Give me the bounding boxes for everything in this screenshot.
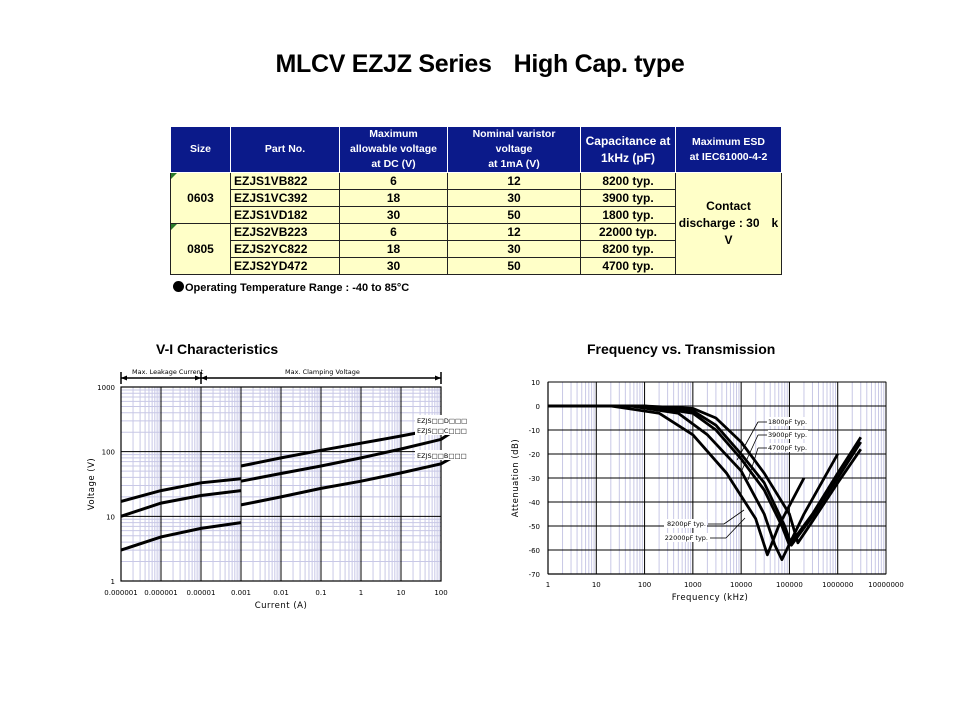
svg-text:1000: 1000 <box>684 581 702 589</box>
header-max-voltage: Maximum allowable voltage at DC (V) <box>339 126 448 173</box>
header-part-no: Part No. <box>230 126 340 173</box>
cap-cell: 1800 typ. <box>580 206 676 224</box>
svg-text:10000000: 10000000 <box>868 581 904 589</box>
svg-text:-10: -10 <box>529 427 540 435</box>
svg-text:1: 1 <box>111 578 115 586</box>
part-no-cell: EZJS1VC392 <box>230 189 340 207</box>
svg-text:1800pF typ.: 1800pF typ. <box>768 418 807 426</box>
vi-plot: 0.000001 0.000001 0.00001 0.001 0.01 0.1 1 10 10… <box>87 368 483 611</box>
svg-text:EZJS□□C□□□: EZJS□□C□□□ <box>417 427 467 435</box>
svg-text:Attenuation (dB): Attenuation (dB) <box>511 439 521 517</box>
freq-plot: 1 10 100 1000 10000 100000 1000000 10000000100-… <box>511 379 904 603</box>
svg-text:Voltage (V): Voltage (V) <box>87 458 97 511</box>
table-row: 0805 EZJS2VB223 6 12 22000 typ. <box>170 223 782 275</box>
part-no-cell: EZJS2YC822 <box>230 240 340 258</box>
svg-text:100: 100 <box>434 589 447 597</box>
svg-text:0.000001: 0.000001 <box>144 589 177 597</box>
size-cell: 0805 <box>170 223 231 275</box>
svg-text:EZJS□□B□□□: EZJS□□B□□□ <box>417 452 467 460</box>
varistor-cell: 50 <box>447 206 581 224</box>
svg-text:22000pF typ.: 22000pF typ. <box>665 534 708 542</box>
freq-series <box>548 404 806 557</box>
svg-text:-50: -50 <box>529 523 540 531</box>
svg-text:EZJS□□D□□□: EZJS□□D□□□ <box>417 417 467 425</box>
varistor-cell: 50 <box>447 257 581 275</box>
freq-series <box>548 404 862 547</box>
svg-text:10: 10 <box>592 581 601 589</box>
bullet-icon <box>173 281 184 292</box>
size-cell: 0603 <box>170 172 231 224</box>
svg-text:-40: -40 <box>529 499 540 507</box>
freq-series-label: 3900pF typ. <box>741 430 808 471</box>
svg-text:-20: -20 <box>529 451 540 459</box>
freq-series-label: 4700pF typ. <box>747 443 808 481</box>
freq-series-label: 1800pF typ. <box>736 417 808 461</box>
svg-text:10: 10 <box>397 589 406 597</box>
header-size: Size <box>170 126 231 173</box>
cap-cell: 8200 typ. <box>580 172 676 190</box>
svg-text:0.001: 0.001 <box>231 589 251 597</box>
header-max-esd: Maximum ESD at IEC61000-4-2 <box>675 126 782 173</box>
spec-table: Size Part No. Maximum allowable voltage … <box>170 126 782 275</box>
freq-chart-title: Frequency vs. Transmission <box>587 341 776 357</box>
svg-text:-70: -70 <box>529 571 540 579</box>
svg-text:0.1: 0.1 <box>315 589 326 597</box>
svg-text:1: 1 <box>359 589 363 597</box>
svg-text:0.000001: 0.000001 <box>104 589 137 597</box>
temperature-note: Operating Temperature Range : -40 to 85°… <box>173 281 409 294</box>
svg-text:1000000: 1000000 <box>822 581 853 589</box>
part-no-cell: EZJS1VB822 <box>230 172 340 190</box>
svg-text:100: 100 <box>102 449 115 457</box>
svg-text:-30: -30 <box>529 475 540 483</box>
svg-text:1: 1 <box>546 581 550 589</box>
svg-text:100: 100 <box>638 581 651 589</box>
part-no-cell: EZJS2YD472 <box>230 257 340 275</box>
svg-text:3900pF typ.: 3900pF typ. <box>768 431 807 439</box>
part-no-cell: EZJS2VB223 <box>230 223 340 241</box>
header-varistor-voltage: Nominal varistor voltage at 1mA (V) <box>447 126 581 173</box>
svg-text:Current (A): Current (A) <box>255 601 308 611</box>
svg-text:0.01: 0.01 <box>273 589 289 597</box>
svg-text:0: 0 <box>536 403 540 411</box>
freq-series <box>548 404 839 561</box>
svg-text:4700pF typ.: 4700pF typ. <box>768 444 807 452</box>
varistor-cell: 12 <box>447 172 581 190</box>
svg-text:100000: 100000 <box>776 581 803 589</box>
vi-series: EZJS□□C□□□ <box>120 425 483 518</box>
svg-text:10000: 10000 <box>730 581 752 589</box>
cap-cell: 3900 typ. <box>580 189 676 207</box>
esd-cell: Contact discharge : 30 k V <box>675 172 782 275</box>
svg-text:1000: 1000 <box>97 384 115 392</box>
freq-series-label: 8200pF typ. <box>664 509 745 528</box>
vi-chart-title: V-I Characteristics <box>156 341 279 357</box>
vi-series: EZJS□□B□□□ <box>120 450 483 552</box>
freq-series <box>548 404 862 545</box>
table-row: EZJS2YD472 30 50 4700 typ. <box>171 257 782 275</box>
header-capacitance: Capacitance at 1kHz (pF) <box>580 126 676 173</box>
page-title: MLCV EZJZ Series High Cap. type <box>0 50 960 79</box>
page-title-type: High Cap. type <box>513 50 685 78</box>
svg-text:10: 10 <box>106 513 115 521</box>
freq-series <box>548 404 862 547</box>
svg-text:Frequency (kHz): Frequency (kHz) <box>672 593 749 603</box>
svg-text:10: 10 <box>531 379 540 387</box>
cap-cell: 4700 typ. <box>580 257 676 275</box>
svg-text:8200pF typ.: 8200pF typ. <box>667 520 706 528</box>
svg-text:Max. Leakage Current: Max. Leakage Current <box>132 368 204 376</box>
svg-text:0.00001: 0.00001 <box>187 589 216 597</box>
svg-text:Max. Clamping Voltage: Max. Clamping Voltage <box>285 368 360 376</box>
table-row: 0603 EZJS1VB822 6 12 8200 typ. Contact d… <box>170 172 782 275</box>
vdc-cell: 30 <box>339 257 448 275</box>
freq-series-label: 22000pF typ. <box>665 517 746 542</box>
page-title-series: MLCV EZJZ Series <box>275 50 492 78</box>
vdc-cell: 18 <box>339 240 448 258</box>
cap-cell: 8200 typ. <box>580 240 676 258</box>
varistor-cell: 12 <box>447 223 581 241</box>
spec-table-header: Size Part No. Maximum allowable voltage … <box>170 126 782 173</box>
cap-cell: 22000 typ. <box>580 223 676 241</box>
svg-text:-60: -60 <box>529 547 540 555</box>
